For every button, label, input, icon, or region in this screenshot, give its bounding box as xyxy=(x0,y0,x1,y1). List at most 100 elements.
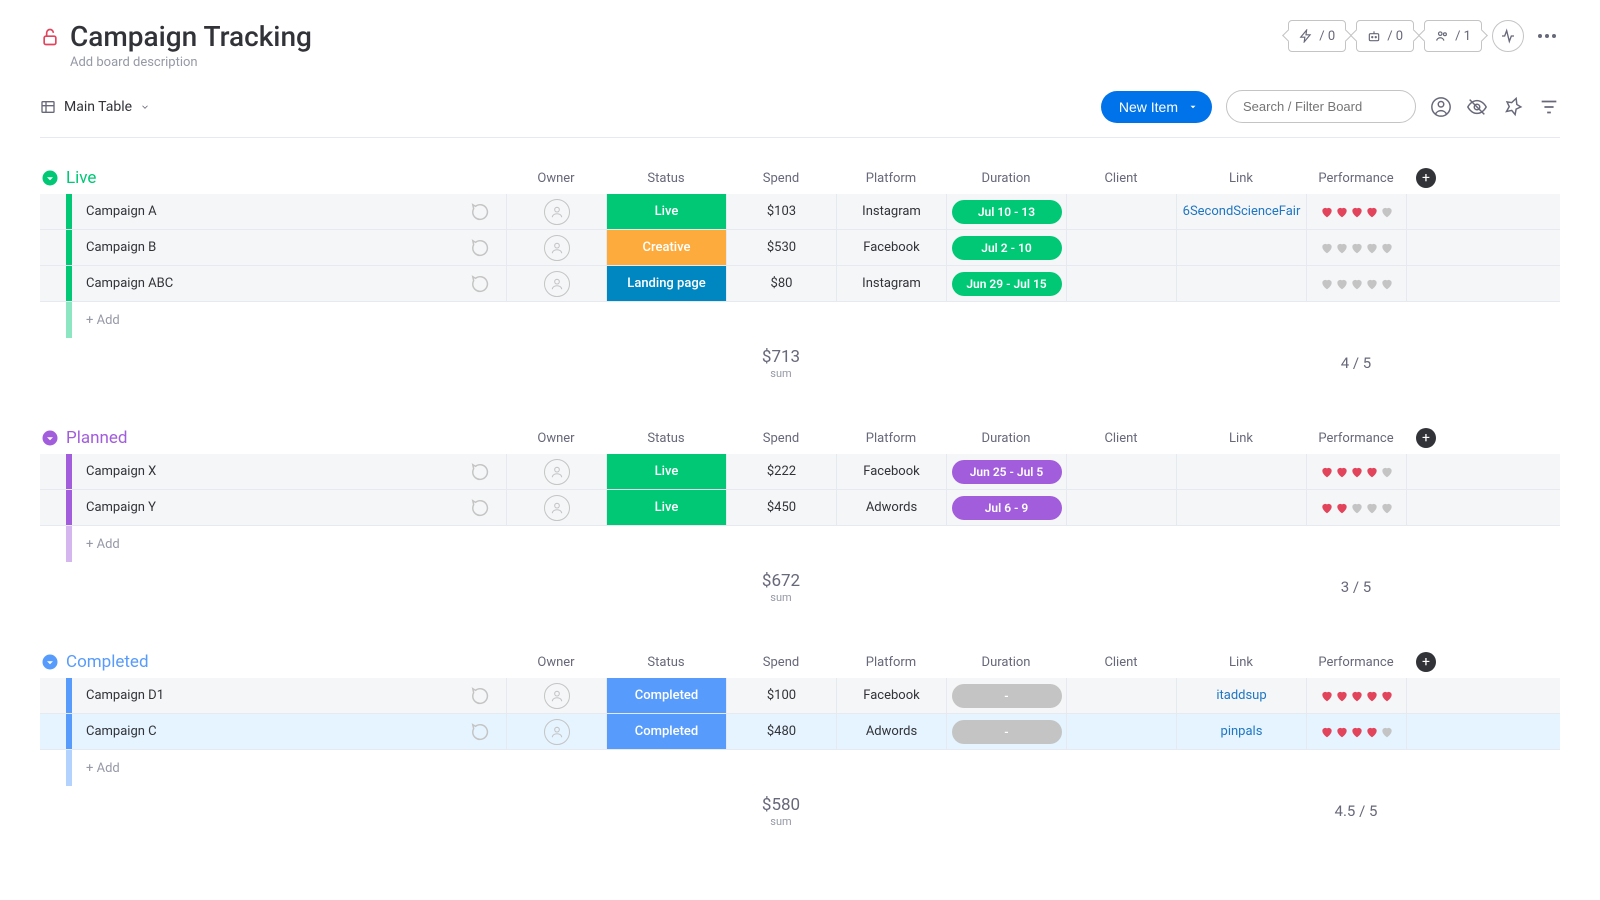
item-name-cell[interactable]: Campaign A xyxy=(66,194,506,229)
spend-cell[interactable]: $80 xyxy=(726,266,836,301)
add-column-button[interactable]: + xyxy=(1416,652,1436,672)
link-cell[interactable] xyxy=(1176,230,1306,265)
client-cell[interactable] xyxy=(1066,714,1176,749)
collapse-toggle[interactable] xyxy=(40,652,60,672)
search-input[interactable] xyxy=(1226,90,1416,123)
owner-cell[interactable] xyxy=(506,678,606,713)
link-cell[interactable]: 6SecondScienceFair xyxy=(1176,194,1306,229)
performance-hearts[interactable] xyxy=(1320,277,1394,291)
platform-cell[interactable]: Instagram xyxy=(836,194,946,229)
view-selector[interactable]: Main Table xyxy=(40,99,150,115)
item-name-cell[interactable]: Campaign C xyxy=(66,714,506,749)
column-header[interactable]: Platform xyxy=(836,655,946,670)
status-cell[interactable]: Live xyxy=(606,454,726,489)
spend-cell[interactable]: $103 xyxy=(726,194,836,229)
add-column-button[interactable]: + xyxy=(1416,428,1436,448)
client-cell[interactable] xyxy=(1066,194,1176,229)
chat-icon[interactable] xyxy=(470,237,492,259)
column-header[interactable]: Platform xyxy=(836,171,946,186)
more-menu-button[interactable] xyxy=(1534,26,1560,46)
eye-icon[interactable] xyxy=(1466,96,1488,118)
owner-cell[interactable] xyxy=(506,194,606,229)
collapse-toggle[interactable] xyxy=(40,168,60,188)
item-name-cell[interactable]: Campaign D1 xyxy=(66,678,506,713)
person-icon[interactable] xyxy=(1430,96,1452,118)
column-header[interactable]: Duration xyxy=(946,171,1066,186)
column-header[interactable]: Client xyxy=(1066,171,1176,186)
duration-cell[interactable]: Jul 10 - 13 xyxy=(946,194,1066,229)
table-row[interactable]: Campaign ABC Landing page$80InstagramJun… xyxy=(40,266,1560,302)
column-header[interactable]: Owner xyxy=(506,655,606,670)
column-header[interactable]: Status xyxy=(606,171,726,186)
owner-cell[interactable] xyxy=(506,714,606,749)
platform-cell[interactable]: Adwords xyxy=(836,714,946,749)
duration-cell[interactable]: - xyxy=(946,678,1066,713)
board-title[interactable]: Campaign Tracking xyxy=(70,20,312,53)
link-cell[interactable]: itaddsup xyxy=(1176,678,1306,713)
duration-cell[interactable]: - xyxy=(946,714,1066,749)
filter-icon[interactable] xyxy=(1538,96,1560,118)
chat-icon[interactable] xyxy=(470,721,492,743)
performance-hearts[interactable] xyxy=(1320,501,1394,515)
pin-icon[interactable] xyxy=(1502,96,1524,118)
group-name[interactable]: Planned xyxy=(66,428,506,448)
platform-cell[interactable]: Facebook xyxy=(836,454,946,489)
owner-cell[interactable] xyxy=(506,490,606,525)
group-name[interactable]: Live xyxy=(66,168,506,188)
add-item-row[interactable]: + Add xyxy=(40,526,1560,562)
add-item-row[interactable]: + Add xyxy=(40,750,1560,786)
column-header[interactable]: Owner xyxy=(506,431,606,446)
column-header[interactable]: Performance xyxy=(1306,171,1406,186)
status-cell[interactable]: Completed xyxy=(606,714,726,749)
spend-cell[interactable]: $222 xyxy=(726,454,836,489)
chat-icon[interactable] xyxy=(470,461,492,483)
client-cell[interactable] xyxy=(1066,490,1176,525)
spend-cell[interactable]: $100 xyxy=(726,678,836,713)
item-name-cell[interactable]: Campaign Y xyxy=(66,490,506,525)
column-header[interactable]: Client xyxy=(1066,655,1176,670)
status-cell[interactable]: Live xyxy=(606,194,726,229)
item-name-cell[interactable]: Campaign X xyxy=(66,454,506,489)
link-cell[interactable] xyxy=(1176,266,1306,301)
table-row[interactable]: Campaign X Live$222FacebookJun 25 - Jul … xyxy=(40,454,1560,490)
column-header[interactable]: Spend xyxy=(726,431,836,446)
collapse-toggle[interactable] xyxy=(40,428,60,448)
automation-badge[interactable]: / 0 xyxy=(1356,20,1414,52)
chat-icon[interactable] xyxy=(470,497,492,519)
performance-hearts[interactable] xyxy=(1320,241,1394,255)
item-name-cell[interactable]: Campaign B xyxy=(66,230,506,265)
client-cell[interactable] xyxy=(1066,454,1176,489)
group-name[interactable]: Completed xyxy=(66,652,506,672)
link-cell[interactable]: pinpals xyxy=(1176,714,1306,749)
column-header[interactable]: Status xyxy=(606,431,726,446)
item-name-cell[interactable]: Campaign ABC xyxy=(66,266,506,301)
performance-cell[interactable] xyxy=(1306,230,1406,265)
chat-icon[interactable] xyxy=(470,273,492,295)
add-column-button[interactable]: + xyxy=(1416,168,1436,188)
client-cell[interactable] xyxy=(1066,678,1176,713)
board-description[interactable]: Add board description xyxy=(70,55,312,70)
performance-hearts[interactable] xyxy=(1320,689,1394,703)
status-cell[interactable]: Completed xyxy=(606,678,726,713)
owner-cell[interactable] xyxy=(506,454,606,489)
client-cell[interactable] xyxy=(1066,230,1176,265)
integration-badge[interactable]: / 0 xyxy=(1288,20,1346,52)
column-header[interactable]: Owner xyxy=(506,171,606,186)
platform-cell[interactable]: Facebook xyxy=(836,678,946,713)
duration-cell[interactable]: Jul 6 - 9 xyxy=(946,490,1066,525)
column-header[interactable]: Spend xyxy=(726,171,836,186)
duration-cell[interactable]: Jul 2 - 10 xyxy=(946,230,1066,265)
performance-cell[interactable] xyxy=(1306,490,1406,525)
table-row[interactable]: Campaign D1 Completed$100Facebook- itadds… xyxy=(40,678,1560,714)
platform-cell[interactable]: Instagram xyxy=(836,266,946,301)
add-item-row[interactable]: + Add xyxy=(40,302,1560,338)
column-header[interactable]: Link xyxy=(1176,431,1306,446)
column-header[interactable]: Duration xyxy=(946,655,1066,670)
column-header[interactable]: Performance xyxy=(1306,431,1406,446)
owner-cell[interactable] xyxy=(506,266,606,301)
duration-cell[interactable]: Jun 25 - Jul 5 xyxy=(946,454,1066,489)
table-row[interactable]: Campaign C Completed$480Adwords-pinpals xyxy=(40,714,1560,750)
performance-cell[interactable] xyxy=(1306,678,1406,713)
spend-cell[interactable]: $450 xyxy=(726,490,836,525)
link-cell[interactable] xyxy=(1176,490,1306,525)
